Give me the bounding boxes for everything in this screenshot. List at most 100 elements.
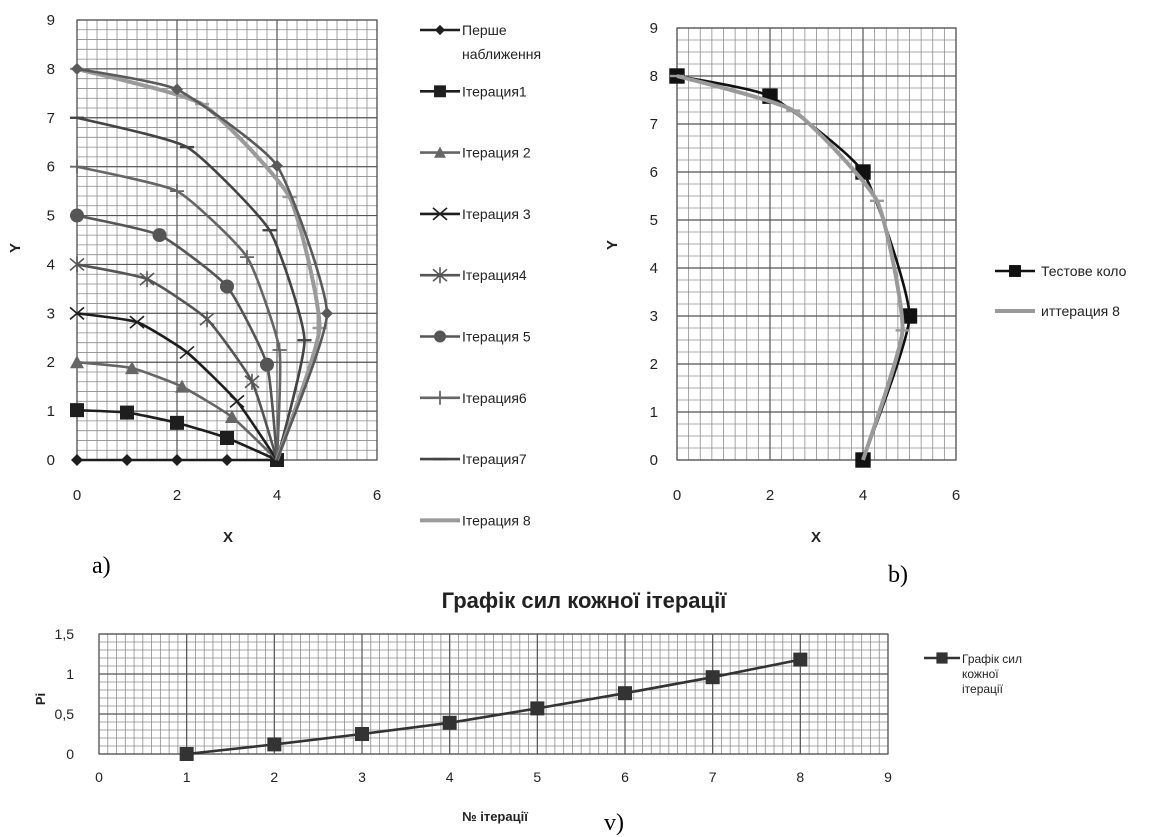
- x-tick-label: 4: [273, 487, 281, 504]
- chart-b-legend: Тестове коло иттерация 8: [995, 263, 1127, 319]
- x-tick-label: 0: [95, 769, 103, 785]
- x-tick-label: 5: [533, 769, 541, 785]
- marker-circle: [70, 208, 84, 223]
- marker-square: [793, 652, 808, 667]
- legend-label-1: иттерация 8: [1041, 303, 1120, 319]
- y-tick-label: 7: [650, 116, 658, 133]
- y-tick-label: 1: [650, 404, 658, 421]
- legend-label-4: Ітерация4: [462, 267, 527, 283]
- y-tick-label: 2: [650, 356, 658, 373]
- chart-a-grid: [76, 19, 378, 461]
- x-tick-label: 9: [884, 769, 892, 785]
- chart-v: Графік сил кожної ітерації 0 1 2 3 4 5 6 7 8 9 0 0,…: [33, 588, 1022, 836]
- marker-square: [267, 737, 282, 752]
- chart-v-panel-label: v): [604, 810, 624, 836]
- legend-label-0: ітерації: [962, 682, 1004, 696]
- y-tick-label: 0: [650, 452, 658, 469]
- marker-triangle: [434, 146, 446, 158]
- x-tick-label: 6: [373, 487, 381, 504]
- marker-x: [129, 315, 145, 329]
- series-line-0: [186, 658, 801, 756]
- marker-triangle: [70, 355, 84, 369]
- legend-label-1: Ітерация1: [462, 83, 527, 99]
- marker-square: [618, 686, 632, 701]
- marker-diamond: [271, 159, 283, 172]
- chart-b-grid: [676, 27, 957, 461]
- legend-label-5: Ітерация 5: [462, 329, 531, 345]
- chart-v-title: Графік сил кожної ітерації: [442, 588, 728, 613]
- chart-a-ylabel: Y: [7, 243, 24, 253]
- marker-square: [442, 715, 457, 730]
- chart-a-series: [69, 62, 333, 467]
- marker-square: [1009, 265, 1021, 277]
- legend-label-3: Ітерация 3: [462, 206, 531, 222]
- marker-diamond: [121, 454, 133, 466]
- marker-plus: [70, 159, 84, 174]
- y-tick-label: 9: [650, 20, 658, 37]
- plot-area-border: [676, 27, 957, 461]
- x-tick-label: 6: [621, 769, 629, 785]
- marker-circle: [220, 279, 234, 294]
- x-tick-label: 2: [173, 487, 181, 504]
- y-tick-label: 1,5: [55, 626, 75, 642]
- y-tick-label: 5: [47, 208, 55, 225]
- legend-label-0: Перше: [462, 22, 507, 38]
- marker-x: [69, 306, 85, 320]
- y-tick-label: 0: [66, 746, 74, 762]
- marker-square: [530, 701, 545, 716]
- marker-star: [199, 311, 215, 328]
- marker-diamond: [221, 454, 233, 466]
- marker-square: [170, 415, 184, 430]
- y-tick-label: 0: [47, 452, 55, 469]
- marker-square: [179, 747, 194, 761]
- legend-label-6: Ітерация6: [462, 390, 527, 406]
- legend-label-0: Тестове коло: [1041, 263, 1127, 279]
- legend-label-0: кожної: [962, 667, 999, 681]
- marker-diamond: [71, 454, 83, 466]
- y-tick-label: 3: [47, 305, 55, 322]
- chart-v-ticks: 0 1 2 3 4 5 6 7 8 9 0 0,5 1 1,5: [55, 626, 893, 785]
- marker-x: [432, 207, 448, 221]
- marker-plus: [272, 343, 287, 357]
- x-tick-label: 4: [859, 487, 867, 504]
- x-tick-label: 0: [673, 487, 681, 504]
- chart-b-ylabel: Y: [604, 240, 621, 250]
- marker-square: [705, 670, 720, 685]
- marker-x: [179, 345, 195, 360]
- marker-x: [229, 394, 245, 408]
- marker-square: [120, 405, 134, 420]
- chart-v-grid: [98, 633, 889, 755]
- marker-star: [69, 256, 85, 273]
- marker-circle: [260, 357, 274, 372]
- marker-triangle: [225, 409, 239, 423]
- chart-a-legend: Перше наближення Ітерация1 Ітерация 2 Ітерац…: [420, 22, 541, 528]
- chart-b-xlabel: X: [811, 529, 821, 546]
- marker-star: [244, 373, 260, 390]
- chart-v-xlabel: № ітерації: [462, 809, 528, 824]
- y-tick-label: 3: [650, 308, 658, 325]
- chart-a: 0 2 4 6 0 1 2 3 4 5 6 7 8 9 X Y Перше наближення Ітерац…: [7, 12, 541, 579]
- marker-plus: [433, 390, 447, 405]
- chart-v-ylabel: Pi: [33, 693, 48, 705]
- marker-square: [70, 403, 84, 418]
- marker-square: [901, 308, 918, 324]
- x-tick-label: 2: [766, 487, 774, 504]
- y-tick-label: 5: [650, 212, 658, 229]
- chart-a-xlabel: X: [223, 529, 233, 546]
- marker-square: [355, 727, 369, 741]
- legend-label-8: Ітерация 8: [462, 512, 531, 528]
- x-tick-label: 3: [358, 769, 366, 785]
- chart-a-panel-label: a): [92, 553, 111, 579]
- x-tick-label: 2: [270, 769, 278, 785]
- chart-b-series: [669, 68, 918, 468]
- y-tick-label: 9: [47, 12, 55, 29]
- marker-star: [432, 267, 448, 284]
- y-tick-label: 6: [47, 159, 55, 176]
- marker-diamond: [434, 24, 446, 36]
- chart-a-ticks: 0 2 4 6 0 1 2 3 4 5 6 7 8 9: [47, 12, 382, 504]
- marker-circle: [152, 228, 167, 243]
- marker-plus: [170, 184, 184, 199]
- x-tick-label: 4: [446, 769, 454, 785]
- x-tick-label: 6: [952, 487, 960, 504]
